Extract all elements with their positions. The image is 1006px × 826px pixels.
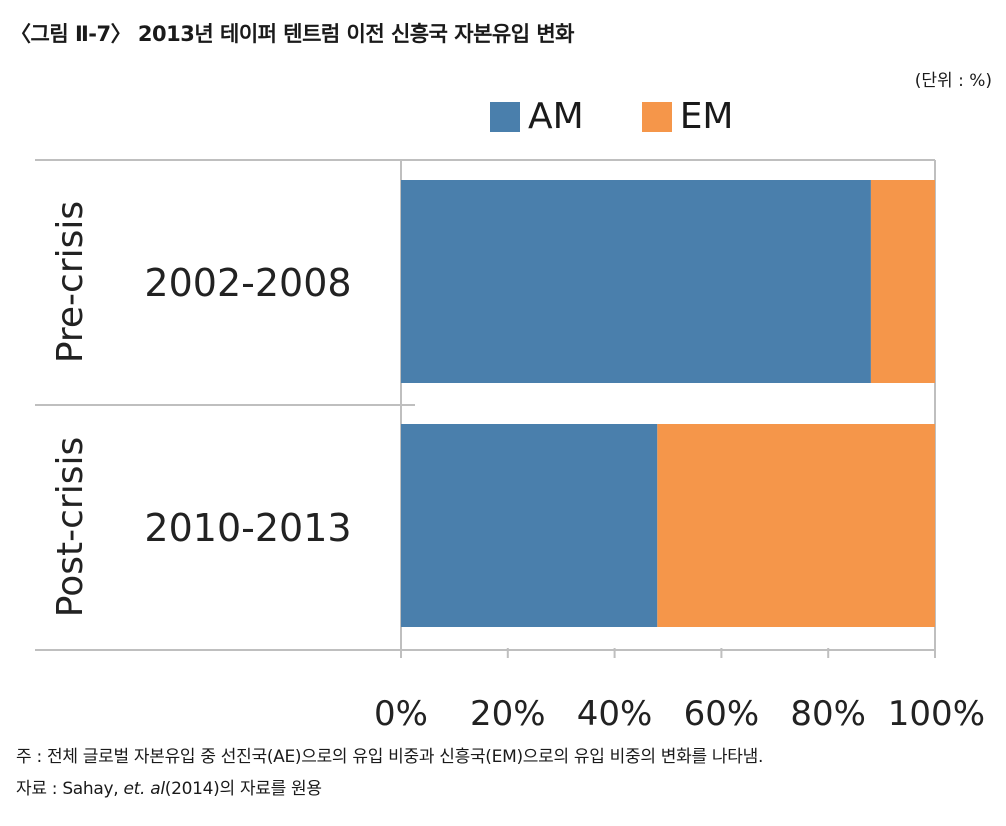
x-tick-label-0: 0%: [374, 694, 428, 734]
source-prefix: 자료 : Sahay,: [16, 779, 124, 799]
footnote: 주 : 전체 글로벌 자본유입 중 선진국(AE)으로의 유입 비중과 신흥국(…: [16, 742, 763, 767]
group-label-2010-2013: 2010-2013: [144, 506, 351, 550]
legend: AM EM: [490, 96, 792, 137]
legend-swatch-em: [641, 101, 672, 132]
x-tick-label-2: 40%: [577, 694, 653, 734]
x-tick-label-1: 20%: [470, 694, 546, 734]
footnote-text: 전체 글로벌 자본유입 중 선진국(AE)으로의 유입 비중과 신흥국(EM)으…: [46, 747, 764, 767]
stacked-bar-chart: 2002-2008 Pre-crisis 2010-2013 Post-crisis 0…: [35, 159, 985, 734]
bar-am-2002-2008: [401, 180, 871, 383]
legend-item-em: EM: [641, 96, 734, 137]
group-label-2002-2008: 2002-2008: [144, 261, 351, 305]
legend-label-em: EM: [679, 96, 734, 137]
legend-label-am: AM: [528, 96, 584, 137]
bar-em-2010-2013: [657, 424, 935, 627]
x-tick-label-5: 100%: [888, 694, 985, 734]
source-etal: et. al: [123, 779, 165, 799]
legend-item-am: AM: [490, 96, 584, 137]
period-label-Pre-crisis: Pre-crisis: [50, 201, 91, 363]
x-tick-label-4: 80%: [790, 694, 866, 734]
unit-label: (단위 : %): [914, 71, 992, 91]
legend-swatch-am: [490, 101, 520, 132]
x-tick-label-3: 60%: [684, 694, 760, 734]
source-note: 자료 : Sahay, et. al(2014)의 자료를 원용: [16, 774, 322, 799]
footnote-prefix: 주 :: [16, 747, 47, 767]
figure-title: 〈그림 Ⅱ-7〉 2013년 테이퍼 텐트럼 이전 신흥국 자본유입 변화: [10, 22, 575, 46]
bar-em-2002-2008: [870, 180, 935, 383]
bar-am-2010-2013: [401, 424, 658, 627]
source-suffix: (2014)의 자료를 원용: [164, 779, 322, 799]
period-label-Post-crisis: Post-crisis: [50, 437, 91, 617]
